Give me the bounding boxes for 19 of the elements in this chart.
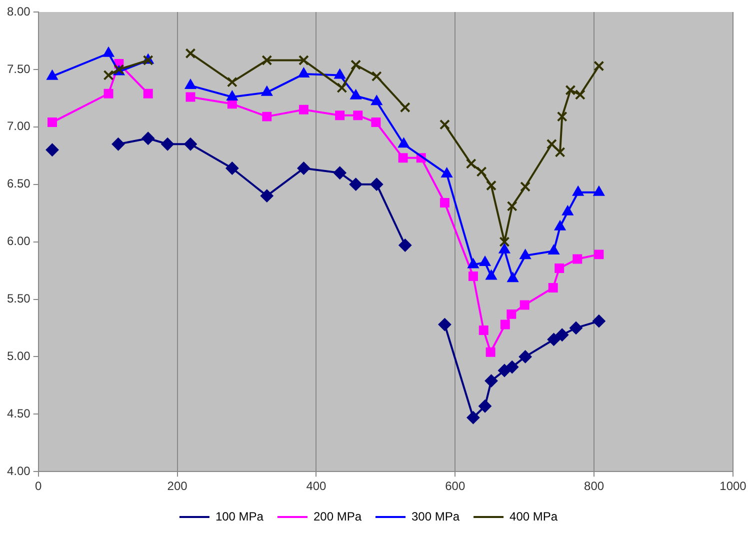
y-tick-label: 6.50 <box>6 176 31 191</box>
legend-label: 400 MPa <box>510 509 558 524</box>
x-tick-label: 800 <box>584 479 604 494</box>
y-tick-label: 4.50 <box>6 406 31 420</box>
x-tick-label: 600 <box>445 479 466 494</box>
y-tick-label: 7.50 <box>6 62 31 76</box>
x-tick-label: 200 <box>167 479 188 494</box>
legend-label: 300 MPa <box>412 509 460 524</box>
x-tick-label: 1000 <box>720 479 747 494</box>
y-tick-label: 4.00 <box>6 464 31 478</box>
x-tick-label: 0 <box>35 479 42 494</box>
y-tick-label: 6.00 <box>6 234 31 248</box>
x-tick-label: 400 <box>306 479 327 494</box>
y-tick-label: 5.50 <box>6 292 31 306</box>
y-tick-label: 5.00 <box>6 349 31 364</box>
legend-label: 100 MPa <box>215 509 264 524</box>
legend-label: 200 MPa <box>313 509 362 524</box>
y-tick-label: 8.00 <box>6 4 31 18</box>
y-tick-label: 7.00 <box>6 119 31 134</box>
